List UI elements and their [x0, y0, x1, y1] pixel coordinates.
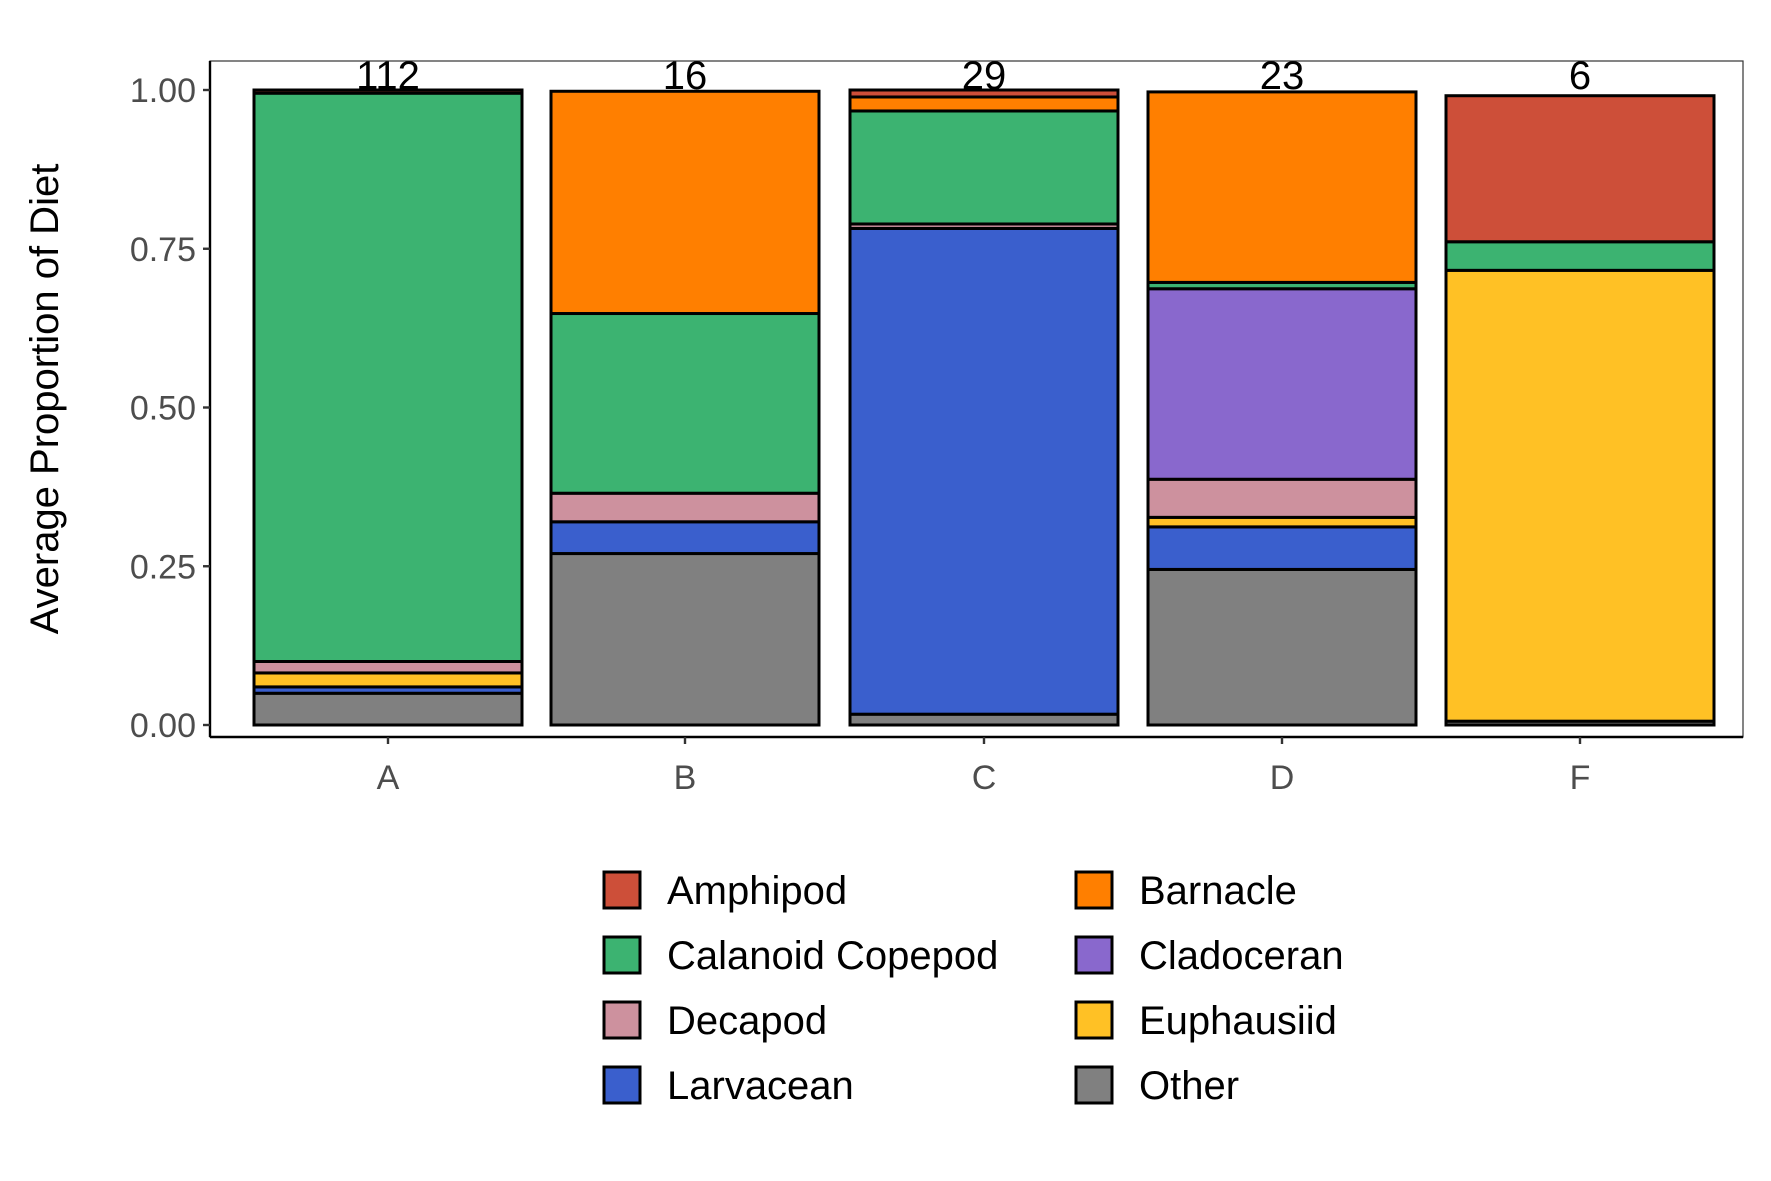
bar-segment-a-euphausiid: [252, 671, 524, 689]
bar-segment-f-calanoid-copepod: [1444, 240, 1716, 272]
legend-label-other: Other: [1139, 1064, 1239, 1108]
bar-segment-d-larvacean: [1146, 525, 1418, 571]
bar-segment-c-amphipod: [848, 88, 1120, 99]
bar-segment-c-calanoid-copepod: [848, 109, 1120, 226]
bar-segment-a-other: [252, 691, 524, 727]
bar-segment-b-calanoid-copepod: [549, 312, 821, 495]
x-tick-label-c: C: [972, 759, 997, 797]
bar-segment-c-larvacean: [848, 226, 1120, 716]
bar-segment-c-other: [848, 712, 1120, 727]
x-tick-label-f: F: [1570, 759, 1591, 797]
bar-segment-d-cladoceran: [1146, 287, 1418, 481]
y-tick-label: 0.75: [130, 231, 196, 269]
y-axis-title: Average Proportion of Diet: [23, 164, 67, 635]
x-tick-label-d: D: [1270, 759, 1295, 797]
legend-label-barnacle: Barnacle: [1139, 869, 1297, 913]
legend-label-calanoid-copepod: Calanoid Copepod: [667, 934, 998, 978]
bar-segment-c-barnacle: [848, 95, 1120, 113]
bar-segment-a-decapod: [252, 660, 524, 675]
count-label-c: 29: [962, 54, 1007, 98]
legend-swatch-amphipod: [602, 870, 642, 910]
bar-segment-d-decapod: [1146, 477, 1418, 519]
bar-segment-d-barnacle: [1146, 90, 1418, 284]
count-label-f: 6: [1569, 54, 1591, 98]
bar-segment-b-barnacle: [549, 89, 821, 316]
legend-label-decapod: Decapod: [667, 999, 827, 1043]
bar-segment-b-decapod: [549, 491, 821, 524]
y-tick-label: 0.00: [130, 707, 196, 745]
count-label-d: 23: [1260, 54, 1305, 98]
y-tick-label: 0.50: [130, 390, 196, 428]
bar-segment-b-other: [549, 552, 821, 727]
legend-label-euphausiid: Euphausiid: [1139, 999, 1337, 1043]
legend-swatch-larvacean: [602, 1065, 642, 1105]
bar-segment-d-other: [1146, 567, 1418, 727]
legend-swatch-barnacle: [1074, 870, 1114, 910]
count-label-a: 112: [356, 54, 420, 98]
legend-label-larvacean: Larvacean: [667, 1064, 854, 1108]
bars-layer: [252, 88, 1716, 727]
x-tick-label-b: B: [674, 759, 697, 797]
count-label-b: 16: [663, 54, 708, 98]
legend-swatch-decapod: [602, 1000, 642, 1040]
bar-segment-a-amphipod: [252, 88, 524, 95]
legend-swatch-euphausiid: [1074, 1000, 1114, 1040]
legend-label-cladoceran: Cladoceran: [1139, 934, 1344, 978]
legend-swatch-other: [1074, 1065, 1114, 1105]
legend-label-amphipod: Amphipod: [667, 869, 847, 913]
legend-swatch-calanoid-copepod: [602, 935, 642, 975]
legend-swatch-cladoceran: [1074, 935, 1114, 975]
legend: Amphipod Barnacle Calanoid Copepod Cladocer…: [602, 869, 1344, 1108]
x-tick-label-a: A: [377, 759, 400, 797]
y-axis: 0.00 0.25 0.50 0.75 1.00: [130, 72, 210, 745]
y-tick-label: 1.00: [130, 72, 196, 110]
bar-segment-b-larvacean: [549, 520, 821, 556]
bar-segment-a-calanoid-copepod: [252, 91, 524, 664]
bar-segment-f-amphipod: [1444, 94, 1716, 244]
counts-layer: 112 16 29 23 6: [356, 54, 1591, 98]
y-tick-label: 0.25: [130, 548, 196, 586]
bar-segment-f-euphausiid: [1444, 268, 1716, 723]
